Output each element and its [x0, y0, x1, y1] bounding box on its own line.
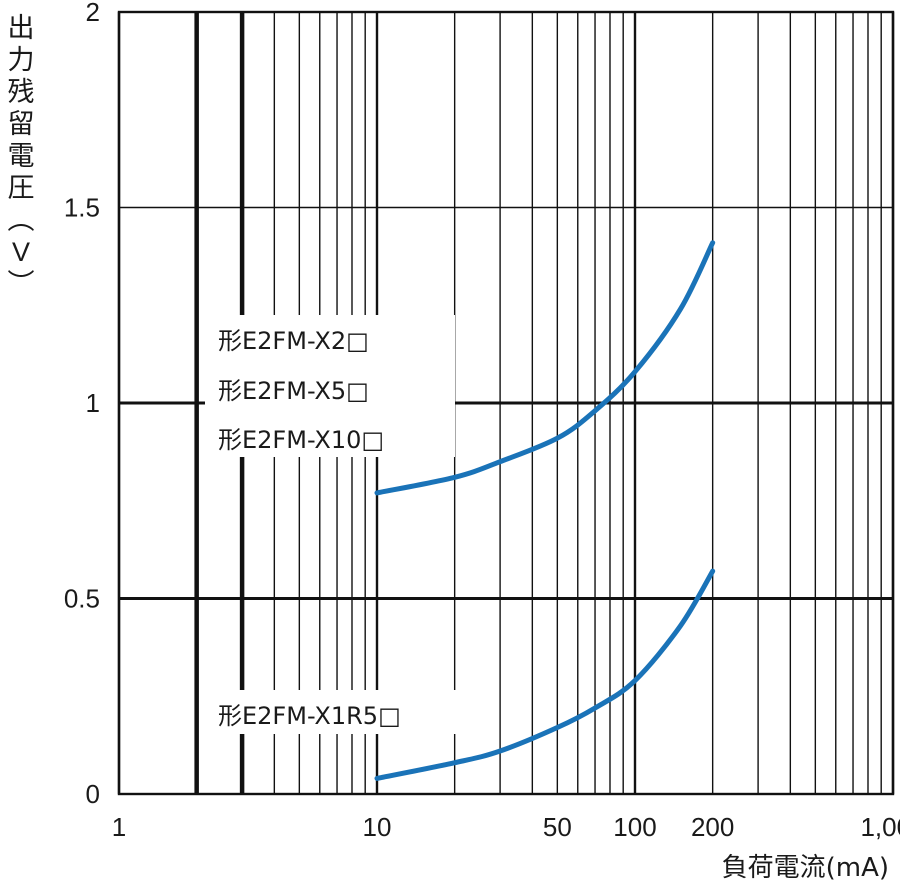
series-line-2	[374, 568, 716, 781]
y-axis-title-char: 力	[7, 45, 35, 75]
plot-frame	[117, 10, 895, 796]
label-box-lower	[210, 690, 475, 734]
grid-major	[117, 10, 895, 796]
y-axis-title-char: 出	[7, 13, 35, 43]
y-axis-title-char: 留	[7, 109, 35, 139]
series-layer	[374, 240, 716, 781]
x-tick-label: 200	[691, 812, 734, 842]
y-axis-title-char: 電	[7, 141, 35, 171]
label-box-upper	[205, 315, 455, 457]
y-axis-title-char: V	[11, 237, 30, 267]
series-label: 形E2FM-X2□	[218, 327, 369, 355]
x-axis-title: 負荷電流(mA)	[722, 853, 889, 883]
y-tick-label: 1.5	[64, 193, 100, 223]
y-axis-title-char: ︶	[7, 269, 35, 299]
x-tick-label: 1	[112, 812, 126, 842]
y-axis-title-char: ︵	[7, 205, 35, 235]
x-tick-label: 50	[543, 812, 572, 842]
y-tick-label: 2	[86, 0, 100, 27]
y-tick-label: 1	[86, 388, 100, 418]
x-tick-label: 10	[363, 812, 392, 842]
series-label: 形E2FM-X5□	[218, 377, 369, 405]
series-label: 形E2FM-X1R5□	[218, 702, 401, 730]
y-axis-title-char: 残	[7, 77, 35, 107]
x-tick-label: 100	[613, 812, 656, 842]
y-tick-label: 0.5	[64, 584, 100, 614]
ticks-layer: 1 10 50 100 200 1,000 0 0.5 1 1.5 2	[64, 0, 900, 842]
y-tick-label: 0	[86, 779, 100, 809]
labels-layer: 形E2FM-X2□ 形E2FM-X5□ 形E2FM-X10□ 形E2FM-X1R5□	[205, 315, 475, 734]
y-axis-title-char: 圧	[7, 173, 35, 203]
series-label: 形E2FM-X10□	[218, 426, 384, 454]
series-line-1	[374, 240, 716, 496]
x-tick-label: 1,000	[860, 812, 900, 842]
